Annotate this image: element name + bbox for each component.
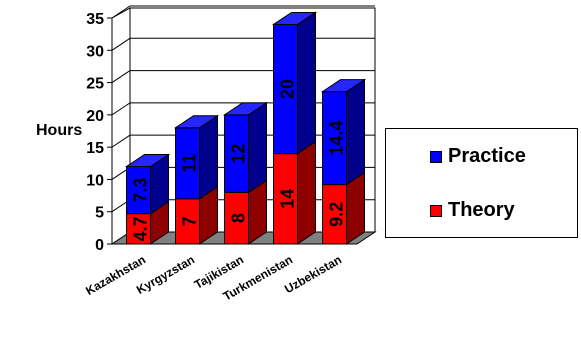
legend-item-theory: Theory <box>430 199 515 222</box>
bar-theory-turkmenistan-side <box>297 140 316 245</box>
y-tick-label: 20 <box>86 108 104 125</box>
data-label-practice-uzbekistan: 14.4 <box>327 121 347 156</box>
bar-practice-kazakhstan-top <box>124 154 171 168</box>
y-tick-label: 0 <box>95 237 104 254</box>
bar-theory-kazakhstan-front <box>126 213 151 245</box>
y-tick-label: 30 <box>86 43 104 60</box>
bar-practice-kyrgyzstan-front <box>175 127 200 200</box>
data-label-theory-turkmenistan: 14 <box>278 189 298 209</box>
data-label-theory-uzbekistan: 9.2 <box>327 202 347 227</box>
data-label-practice-turkmenistan: 20 <box>278 79 298 99</box>
y-tick-label: 35 <box>86 11 104 28</box>
bar-practice-uzbekistan-side <box>346 78 365 186</box>
bar-practice-tajikistan-top <box>222 102 269 116</box>
y-tick-label: 5 <box>95 205 104 222</box>
bar-practice-tajikistan-side <box>248 101 267 194</box>
legend-item-practice: Practice <box>430 145 526 168</box>
legend-swatch-theory <box>430 204 442 217</box>
data-label-practice-kyrgyzstan: 11 <box>180 154 200 173</box>
data-label-theory-tajikistan: 8 <box>229 213 249 223</box>
y-tick-label: 25 <box>86 76 104 93</box>
bar-theory-tajikistan-front <box>224 191 249 245</box>
data-label-practice-kazakhstan: 7.3 <box>131 178 151 203</box>
bar-practice-kyrgyzstan-side <box>199 114 218 200</box>
bar-practice-uzbekistan-top <box>320 79 367 93</box>
legend: Practice Theory <box>385 128 578 238</box>
bar-practice-kazakhstan-front <box>126 166 151 215</box>
legend-label-theory: Theory <box>448 199 515 221</box>
gridline <box>111 5 375 19</box>
data-label-practice-tajikistan: 12 <box>229 144 249 164</box>
y-tick-label: 10 <box>86 172 104 189</box>
legend-swatch-practice <box>430 150 442 163</box>
bar-theory-kyrgyzstan-front <box>175 198 200 245</box>
data-label-theory-kazakhstan: 4.7 <box>131 216 151 241</box>
bar-practice-kyrgyzstan-top <box>173 115 220 129</box>
y-axis-label: Hours <box>36 122 83 139</box>
bar-practice-turkmenistan-top <box>271 11 318 25</box>
bar-practice-uzbekistan-front <box>322 91 347 186</box>
data-label-theory-kyrgyzstan: 7 <box>180 216 200 226</box>
bar-practice-turkmenistan-side <box>297 11 316 155</box>
legend-label-practice: Practice <box>448 145 526 167</box>
bar-theory-uzbekistan-front <box>322 184 347 245</box>
y-tick-label: 15 <box>86 140 104 157</box>
